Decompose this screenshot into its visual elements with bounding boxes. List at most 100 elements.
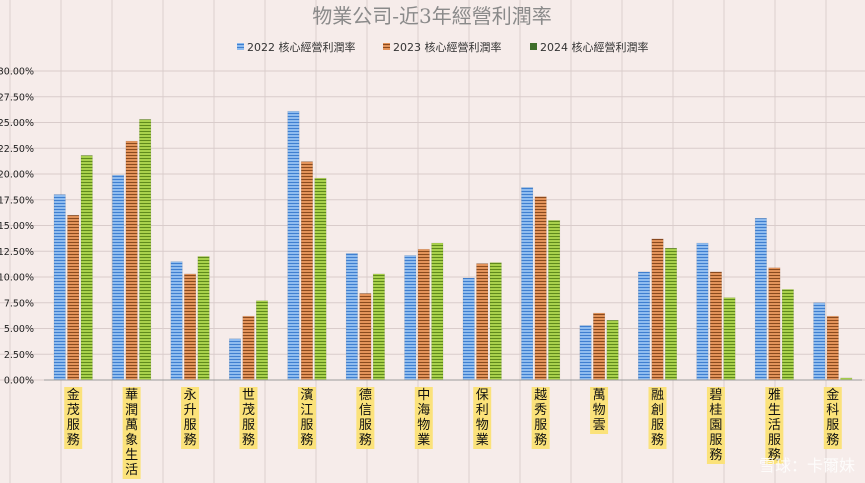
category-label-highlight [823, 387, 842, 449]
y-tick-label: 17.50% [0, 195, 34, 206]
category-label-text: 濱江服務 [300, 388, 313, 448]
bar [417, 248, 430, 381]
category-label: 雅生活服務 [765, 387, 784, 464]
y-tick-label: 5.00% [4, 324, 34, 335]
category-label-highlight [706, 387, 725, 464]
bar [372, 273, 385, 381]
category-label-highlight [181, 387, 200, 449]
bar [229, 338, 241, 381]
bar [197, 256, 210, 381]
bar [768, 267, 781, 381]
category-label-highlight [765, 387, 784, 464]
bar [256, 300, 268, 381]
legend-label: 2024 核心經營利潤率 [540, 40, 649, 54]
y-tick-label: 25.00% [0, 118, 34, 129]
category-label-highlight [414, 387, 433, 449]
bar [67, 214, 80, 381]
category-label-text: 保利物業 [476, 388, 489, 448]
y-axis-ticks: 0.00% 2.50% 5.00% 7.50% 10.00% 12.50% 15.00% 17… [0, 67, 34, 387]
bar [53, 194, 66, 381]
bar [521, 187, 534, 381]
category-label-text: 越秀服務 [534, 388, 547, 448]
y-tick-label: 22.50% [0, 144, 34, 155]
category-label-text: 萬物雲 [593, 388, 606, 433]
y-tick-label: 27.50% [0, 92, 34, 103]
bar [593, 312, 606, 381]
category-label-highlight [473, 387, 492, 449]
bars [53, 110, 853, 381]
vertical-gridlines [9, 0, 827, 483]
bar [651, 238, 664, 381]
bar [781, 289, 794, 381]
category-label: 金科服務 [823, 387, 842, 449]
category-label: 碧桂園服務 [706, 387, 725, 464]
category-label-text: 中海物業 [417, 388, 430, 448]
y-tick-label: 10.00% [0, 273, 34, 284]
category-label: 中海物業 [414, 387, 433, 449]
category-label-text: 華潤萬象生活 [125, 388, 138, 478]
category-label: 萬物雲 [590, 387, 609, 434]
category-labels: 金茂服務 華潤萬象生活 永升服務 世茂服務 濱江服務 德信服務 中海物業 保利物業 越秀服務 萬物… [64, 387, 842, 479]
category-label: 保利物業 [473, 387, 492, 449]
category-label-text: 融創服務 [651, 388, 664, 448]
legend-swatch [383, 43, 390, 50]
legend-swatch [237, 43, 244, 50]
watermark: 雪球：卡爾妹 [759, 456, 855, 475]
category-label-text: 世茂服務 [242, 388, 255, 448]
bar [287, 110, 300, 381]
bar [80, 155, 93, 381]
bar [548, 220, 561, 381]
bar [826, 315, 839, 381]
y-tick-label: 20.00% [0, 170, 34, 181]
bar [489, 262, 502, 381]
bar [534, 196, 547, 381]
legend-swatch [530, 43, 537, 50]
bar [606, 320, 619, 381]
category-label: 金茂服務 [64, 387, 83, 449]
legend: 2022 核心經營利潤率 2023 核心經營利潤率 2024 核心經營利潤率 [237, 40, 649, 54]
bar [242, 315, 255, 381]
category-label-text: 金茂服務 [67, 387, 80, 448]
bar [184, 273, 197, 381]
category-label-text: 碧桂園服務 [709, 388, 722, 463]
category-label: 濱江服務 [297, 387, 316, 449]
bar [139, 119, 152, 381]
y-tick-label: 2.50% [4, 350, 34, 361]
bar [638, 271, 650, 381]
category-label-text: 金科服務 [826, 387, 839, 448]
category-label: 德信服務 [356, 387, 375, 449]
bar [112, 174, 125, 381]
y-tick-label: 15.00% [0, 221, 34, 232]
bar [813, 302, 826, 381]
y-tick-label: 7.50% [4, 298, 34, 309]
category-label: 融創服務 [648, 387, 667, 449]
bar [125, 140, 138, 381]
bar [665, 247, 677, 381]
y-tick-label: 30.00% [0, 67, 34, 78]
bar [754, 218, 767, 381]
legend-label: 2022 核心經營利潤率 [247, 40, 356, 54]
category-label-text: 永升服務 [184, 388, 197, 448]
category-label: 世茂服務 [239, 387, 258, 449]
bar [723, 297, 736, 381]
category-label: 越秀服務 [531, 387, 550, 449]
category-label-highlight [122, 387, 141, 479]
category-label-highlight [297, 387, 316, 449]
bar [345, 253, 358, 381]
bar [476, 263, 489, 381]
legend-label: 2023 核心經營利潤率 [393, 40, 502, 54]
bar [579, 325, 592, 381]
category-label: 永升服務 [181, 387, 200, 449]
bar [404, 255, 417, 381]
category-label-highlight [590, 387, 609, 434]
category-label-highlight [64, 387, 83, 449]
category-label-highlight [356, 387, 375, 449]
chart-title: 物業公司-近3年經營利潤率 [312, 4, 551, 28]
y-tick-label: 12.50% [0, 247, 34, 258]
category-label-highlight [239, 387, 258, 449]
y-tick-label: 0.00% [4, 376, 34, 387]
category-label-highlight [531, 387, 550, 449]
bar [359, 293, 372, 381]
